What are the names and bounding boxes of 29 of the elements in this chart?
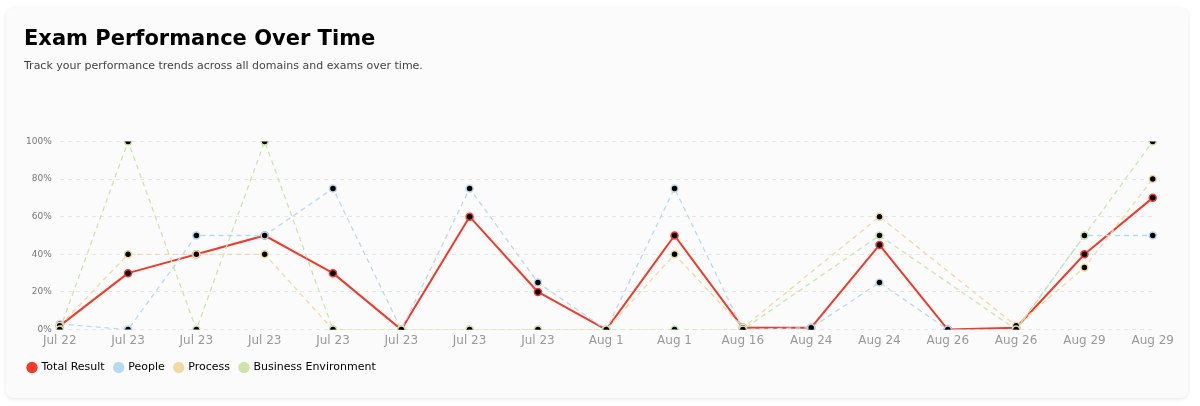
- x-tick-label: Jul 23: [520, 332, 555, 347]
- chart-title: Exam Performance Over Time: [24, 26, 376, 50]
- y-tick-label: 60%: [31, 211, 53, 222]
- x-tick-label: Jul 23: [178, 332, 214, 347]
- x-tick-label: Aug 1: [657, 332, 692, 347]
- y-tick-label: 20%: [31, 286, 53, 297]
- x-tick-label: Aug 29: [1131, 332, 1174, 347]
- x-tick-label: Jul 22: [41, 332, 77, 347]
- legend-label: People: [128, 360, 165, 374]
- x-tick-label: Jul 23: [315, 332, 350, 347]
- y-tick-label: 80%: [31, 173, 53, 184]
- legend-label: Total Result: [40, 360, 106, 374]
- x-tick-label: Jul 23: [246, 332, 282, 347]
- x-tick-label: Jul 23: [110, 332, 145, 347]
- legend-label: Business Environment: [253, 360, 377, 374]
- x-tick-label: Aug 16: [721, 332, 765, 347]
- x-tick-label: Aug 24: [789, 332, 833, 347]
- x-tick-label: Aug 1: [588, 332, 624, 347]
- x-tick-label: Aug 26: [926, 332, 970, 347]
- y-tick-label: 100%: [26, 135, 53, 146]
- x-tick-label: Aug 24: [858, 332, 901, 347]
- y-tick-label: 0%: [37, 323, 53, 334]
- y-tick-label: 40%: [31, 248, 53, 259]
- x-tick-label: Aug 26: [994, 332, 1038, 347]
- legend-label: Process: [188, 360, 231, 374]
- x-tick-label: Jul 23: [383, 332, 419, 347]
- chart-subtitle: Track your performance trends across all domains and exams over time.: [24, 59, 423, 72]
- x-tick-label: Aug 29: [1063, 332, 1106, 347]
- x-tick-label: Jul 23: [451, 332, 487, 347]
